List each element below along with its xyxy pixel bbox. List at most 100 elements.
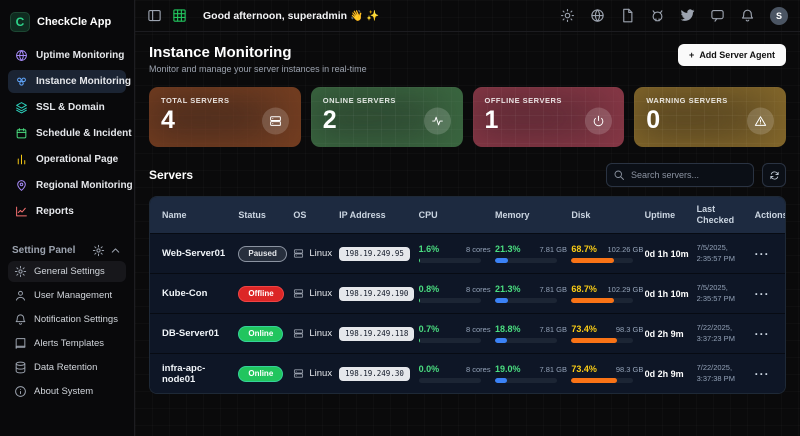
page-title: Instance Monitoring xyxy=(149,44,292,61)
stat-card-offline-servers[interactable]: OFFLINE SERVERS 1 xyxy=(473,87,625,147)
app-logo: C CheckCle App xyxy=(8,10,126,44)
cpu-cell: 0.7% 8 cores xyxy=(418,324,495,343)
sidebar-item-alerts-templates[interactable]: Alerts Templates xyxy=(8,333,126,354)
search-icon xyxy=(614,170,624,180)
theme-toggle-icon[interactable] xyxy=(560,8,575,23)
user-avatar[interactable]: S xyxy=(770,6,788,25)
sidebar-item-operational-page[interactable]: Operational Page xyxy=(8,148,126,171)
stat-card-warning-servers[interactable]: WARNING SERVERS 0 xyxy=(634,87,786,147)
github-icon[interactable] xyxy=(650,8,665,23)
sidebar-item-uptime-monitoring[interactable]: Uptime Monitoring xyxy=(8,44,126,67)
app-name: CheckCle App xyxy=(37,16,112,28)
last-checked: 7/22/2025, 3:37:38 PM xyxy=(696,363,735,383)
os-cell: Linux xyxy=(293,248,339,259)
ip-address: 198.19.249.95 xyxy=(339,246,410,261)
server-name: DB-Server01 xyxy=(162,328,220,339)
grid-icon[interactable] xyxy=(172,8,187,23)
setting-panel-header[interactable]: Setting Panel xyxy=(8,240,126,261)
sidebar-item-user-management[interactable]: User Management xyxy=(8,285,126,306)
servers-heading: Servers xyxy=(149,168,194,182)
sidebar-item-label: Uptime Monitoring xyxy=(36,50,125,61)
cpu-cell: 0.0% 8 cores xyxy=(418,364,495,383)
stat-card-total-servers[interactable]: TOTAL SERVERS 4 xyxy=(149,87,301,147)
stat-label: ONLINE SERVERS xyxy=(322,96,396,105)
sidebar-item-regional-monitoring[interactable]: Regional Monitoring xyxy=(8,174,133,197)
chat-icon[interactable] xyxy=(710,8,725,23)
twitter-icon[interactable] xyxy=(680,8,695,23)
col-status: Status xyxy=(238,209,266,220)
add-server-agent-button[interactable]: + Add Server Agent xyxy=(678,44,786,66)
stat-card-online-servers[interactable]: ONLINE SERVERS 2 xyxy=(311,87,463,147)
sidebar-item-label: Notification Settings xyxy=(34,314,118,325)
server-icon xyxy=(294,369,304,378)
uptime: 0d 1h 10m xyxy=(644,288,689,299)
os-cell: Linux xyxy=(293,368,339,379)
server-name: Web-Server01 xyxy=(162,248,226,259)
stat-value: 4 xyxy=(161,106,175,134)
stat-cards: TOTAL SERVERS 4 ONLINE SERVERS 2 OFFLINE… xyxy=(149,87,786,147)
sidebar-item-label: Schedule & Incident xyxy=(36,128,132,139)
sidebar-item-notification-settings[interactable]: Notification Settings xyxy=(8,309,126,330)
table-row[interactable]: DB-Server01 Online Linux 198.19.249.118 … xyxy=(150,313,785,353)
col-ip: IP Address xyxy=(339,209,386,220)
table-row[interactable]: Kube-Con Offline Linux 198.19.249.190 0.… xyxy=(150,273,785,313)
ip-address: 198.19.249.118 xyxy=(339,326,415,341)
book-icon xyxy=(14,337,27,350)
stat-label: OFFLINE SERVERS xyxy=(484,96,562,105)
sidebar-item-label: User Management xyxy=(34,290,113,301)
servers-table: Name Status OS IP Address CPU Memory Dis… xyxy=(149,196,786,394)
disk-cell: 68.7% 102.29 GB xyxy=(571,284,644,303)
col-last-checked: Last Checked xyxy=(696,204,735,225)
disk-cell: 73.4% 98.3 GB xyxy=(571,324,644,343)
sidebar-item-data-retention[interactable]: Data Retention xyxy=(8,357,126,378)
status-badge: Paused xyxy=(238,245,287,262)
sidebar-item-label: SSL & Domain xyxy=(36,102,105,113)
table-row[interactable]: infra-apc-node01 Online Linux 198.19.249… xyxy=(150,353,785,393)
docs-icon[interactable] xyxy=(620,8,635,23)
user-icon xyxy=(14,289,27,302)
sidebar-item-about-system[interactable]: About System xyxy=(8,381,126,402)
memory-cell: 18.8% 7.81 GB xyxy=(494,324,571,343)
memory-cell: 21.3% 7.81 GB xyxy=(494,284,571,303)
power-icon xyxy=(585,107,613,135)
app-logo-icon: C xyxy=(10,12,30,32)
sidebar-item-schedule-incident[interactable]: Schedule & Incident xyxy=(8,122,132,145)
row-actions-button[interactable]: ··· xyxy=(754,326,770,341)
last-checked: 7/5/2025, 2:35:57 PM xyxy=(696,243,735,263)
page-subtitle: Monitor and manage your server instances… xyxy=(149,64,367,74)
language-globe-icon[interactable] xyxy=(590,8,605,23)
row-actions-button[interactable]: ··· xyxy=(754,366,770,381)
sidebar-toggle-icon[interactable] xyxy=(147,8,162,23)
top-bar: Good afternoon, superadmin 👋 ✨ S xyxy=(135,0,800,32)
database-icon xyxy=(14,361,27,374)
table-row[interactable]: Web-Server01 Paused Linux 198.19.249.95 … xyxy=(150,233,785,273)
row-actions-button[interactable]: ··· xyxy=(754,246,770,261)
map-pin-icon xyxy=(15,179,28,192)
refresh-icon xyxy=(769,170,779,180)
chevron-up-icon xyxy=(109,244,122,257)
calendar-icon xyxy=(15,127,28,140)
row-actions-button[interactable]: ··· xyxy=(754,286,770,301)
last-checked: 7/22/2025, 3:37:23 PM xyxy=(696,323,735,343)
notifications-bell-icon[interactable] xyxy=(740,8,755,23)
sidebar-item-reports[interactable]: Reports xyxy=(8,200,126,223)
col-cpu: CPU xyxy=(418,209,438,220)
bar-chart-icon xyxy=(15,153,28,166)
activity-icon xyxy=(423,107,451,135)
uptime: 0d 2h 9m xyxy=(644,368,684,379)
memory-cell: 19.0% 7.81 GB xyxy=(494,364,571,383)
sidebar-item-label: Reports xyxy=(36,206,74,217)
gear-icon xyxy=(92,244,105,257)
search-servers-input[interactable] xyxy=(606,163,754,187)
stat-label: WARNING SERVERS xyxy=(646,96,728,105)
refresh-button[interactable] xyxy=(762,163,786,187)
sidebar-item-instance-monitoring[interactable]: Instance Monitoring xyxy=(8,70,131,93)
sidebar-item-ssl-domain[interactable]: SSL & Domain xyxy=(8,96,126,119)
stat-value: 2 xyxy=(322,106,337,134)
bell-icon xyxy=(14,313,27,326)
uptime: 0d 2h 9m xyxy=(644,328,684,339)
sidebar-item-general-settings[interactable]: General Settings xyxy=(8,261,126,282)
page-content: Instance Monitoring Monitor and manage y… xyxy=(135,32,800,394)
cluster-icon xyxy=(15,75,28,88)
